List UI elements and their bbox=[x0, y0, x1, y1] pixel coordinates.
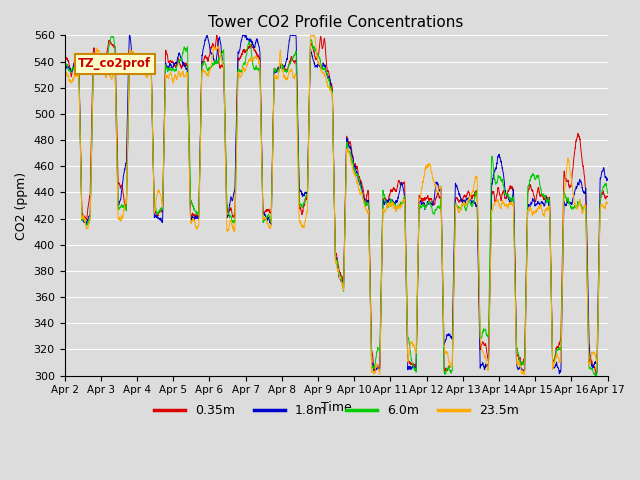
23.5m bbox=[61, 70, 68, 76]
23.5m bbox=[155, 188, 163, 194]
1.8m bbox=[155, 215, 163, 221]
6.0m bbox=[61, 63, 68, 69]
1.8m bbox=[61, 64, 68, 70]
Title: Tower CO2 Profile Concentrations: Tower CO2 Profile Concentrations bbox=[209, 15, 464, 30]
Y-axis label: CO2 (ppm): CO2 (ppm) bbox=[15, 171, 28, 240]
6.0m bbox=[593, 359, 601, 364]
Text: TZ_co2prof: TZ_co2prof bbox=[78, 58, 151, 71]
Line: 1.8m: 1.8m bbox=[65, 36, 608, 374]
0.35m bbox=[604, 193, 612, 199]
1.8m bbox=[593, 340, 601, 346]
0.35m bbox=[535, 185, 543, 191]
1.8m bbox=[556, 371, 563, 377]
1.8m bbox=[604, 176, 612, 182]
6.0m bbox=[155, 208, 163, 214]
6.0m bbox=[535, 172, 543, 178]
6.0m bbox=[292, 68, 300, 74]
23.5m bbox=[520, 372, 528, 377]
Line: 0.35m: 0.35m bbox=[65, 36, 608, 374]
23.5m bbox=[593, 344, 601, 350]
1.8m bbox=[269, 131, 277, 136]
23.5m bbox=[269, 144, 276, 149]
0.35m bbox=[123, 201, 131, 206]
1.8m bbox=[123, 157, 131, 163]
23.5m bbox=[604, 201, 612, 206]
0.35m bbox=[61, 58, 68, 64]
6.0m bbox=[604, 190, 612, 196]
0.35m bbox=[155, 210, 163, 216]
23.5m bbox=[307, 33, 315, 38]
23.5m bbox=[535, 204, 543, 210]
6.0m bbox=[591, 372, 599, 378]
6.0m bbox=[269, 129, 277, 135]
0.35m bbox=[593, 354, 601, 360]
X-axis label: Time: Time bbox=[321, 401, 351, 414]
1.8m bbox=[535, 199, 543, 205]
23.5m bbox=[292, 84, 300, 89]
0.35m bbox=[593, 371, 600, 377]
Line: 23.5m: 23.5m bbox=[65, 36, 608, 374]
6.0m bbox=[108, 34, 115, 39]
1.8m bbox=[125, 33, 133, 38]
0.35m bbox=[213, 33, 221, 38]
Legend: 0.35m, 1.8m, 6.0m, 23.5m: 0.35m, 1.8m, 6.0m, 23.5m bbox=[148, 399, 524, 422]
0.35m bbox=[269, 127, 277, 133]
6.0m bbox=[123, 196, 131, 202]
0.35m bbox=[292, 76, 300, 82]
1.8m bbox=[292, 57, 300, 62]
23.5m bbox=[123, 196, 131, 202]
Line: 6.0m: 6.0m bbox=[65, 36, 608, 375]
